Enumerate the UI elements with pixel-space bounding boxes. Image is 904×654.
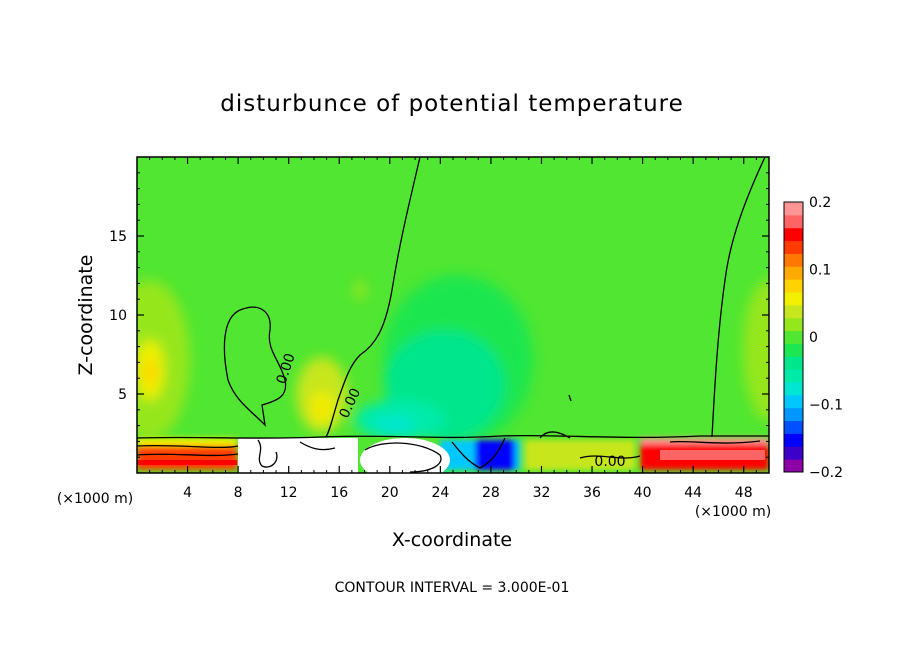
x-tick-label-4: 4 xyxy=(183,485,192,501)
x-axis: 4 8 12 16 20 24 28 32 36 40 44 48 xyxy=(149,157,757,501)
contour-surface-9 xyxy=(451,437,506,469)
colorbar-swatch xyxy=(784,202,803,216)
y-tick-label-10: 10 xyxy=(109,308,127,324)
contour-surface-4 xyxy=(539,431,571,439)
colorbar-frame xyxy=(783,201,804,473)
contour-surface-10 xyxy=(299,441,336,451)
colorbar-swatch xyxy=(784,446,803,460)
contour-surface-7 xyxy=(257,439,278,468)
colorbar-swatch xyxy=(784,343,803,357)
colorbar-swatch xyxy=(784,240,803,254)
colorbar-tick-label-1: 0.1 xyxy=(809,263,831,279)
contour-surface-3 xyxy=(137,453,239,457)
colorbar-tick-label-2: 0 xyxy=(809,330,818,346)
white-region-left xyxy=(238,438,358,473)
contour-surface-5 xyxy=(579,455,641,459)
x-tick-label-20: 20 xyxy=(381,485,399,501)
cold-pocket xyxy=(375,417,415,433)
colorbar-swatch xyxy=(784,317,803,332)
x-axis-label: X-coordinate xyxy=(392,529,512,551)
colorbar-swatch xyxy=(784,433,803,447)
contour-zero-right xyxy=(711,157,766,438)
warm-bubble-center xyxy=(318,405,326,415)
colorbar-swatch xyxy=(784,253,803,267)
colorbar-swatch xyxy=(784,227,803,242)
contour-interval-note: CONTOUR INTERVAL = 3.000E-01 xyxy=(335,580,570,596)
y-tick-label-5: 5 xyxy=(118,387,127,403)
contour-lines xyxy=(137,157,769,473)
colorbar-swatch xyxy=(784,279,803,293)
x-tick-label-32: 32 xyxy=(533,485,551,501)
y-axis-label: Z-coordinate xyxy=(75,255,97,376)
colorbar-tick-label-3: −0.1 xyxy=(809,398,843,414)
contour-surface-2 xyxy=(137,444,239,449)
contour-surface-8 xyxy=(364,442,442,473)
x-tick-label-16: 16 xyxy=(330,485,348,501)
colorbar-swatch xyxy=(784,356,803,370)
colorbar-swatch xyxy=(784,394,803,409)
contour-label-3: 0.00 xyxy=(594,454,625,470)
colorbar-swatch xyxy=(784,369,803,383)
left-warm-center xyxy=(144,360,156,384)
contour-zero-main xyxy=(325,157,421,438)
contour-dot xyxy=(568,394,572,402)
colorbar-swatch xyxy=(784,292,803,306)
surface-green-right xyxy=(525,440,635,470)
x-tick-label-12: 12 xyxy=(280,485,298,501)
x-tick-label-40: 40 xyxy=(634,485,652,501)
field-perturbations xyxy=(137,275,769,445)
white-region-mid xyxy=(360,438,450,473)
plot-area: 0.00 0.00 0.00 xyxy=(137,157,769,473)
x-tick-label-28: 28 xyxy=(482,485,500,501)
surface-yellow-left xyxy=(137,438,237,446)
x-tick-label-36: 36 xyxy=(583,485,601,501)
colorbar-swatch xyxy=(784,382,803,396)
x-tick-label-8: 8 xyxy=(234,485,243,501)
colorbar-swatch xyxy=(784,266,803,280)
colorbar xyxy=(783,201,804,473)
surface-pink-strip-right xyxy=(660,450,765,460)
chart-title: disturbunce of potential temperature xyxy=(220,91,684,117)
colorbar-swatch xyxy=(784,459,803,473)
contour-surface-6 xyxy=(669,440,761,444)
colorbar-tick-label-0: 0.2 xyxy=(809,195,831,211)
surface-yellow-right xyxy=(640,438,769,444)
colorbar-ticks: 0.2 0.1 0 −0.1 −0.2 xyxy=(809,195,843,481)
x-tick-label-44: 44 xyxy=(684,485,702,501)
surface-red-strip-left xyxy=(137,460,237,465)
x-tick-label-24: 24 xyxy=(431,485,449,501)
colorbar-swatch xyxy=(784,214,803,229)
contour-surface-top xyxy=(137,434,769,439)
x-unit-label-right: (×1000 m) xyxy=(695,504,771,520)
y-axis: 5 10 15 xyxy=(109,172,769,458)
colorbar-tick-label-4: −0.2 xyxy=(809,465,843,481)
colorbar-swatch xyxy=(784,407,803,422)
y-tick-label-15: 15 xyxy=(109,229,127,245)
upper-blob xyxy=(354,280,366,300)
colorbar-swatch xyxy=(784,420,803,434)
colorbar-swatch xyxy=(784,330,803,344)
colorbar-swatch xyxy=(784,304,803,319)
x-unit-label-left: (×1000 m) xyxy=(57,491,133,507)
x-tick-label-48: 48 xyxy=(735,485,753,501)
contour-zero-loop xyxy=(223,306,287,427)
